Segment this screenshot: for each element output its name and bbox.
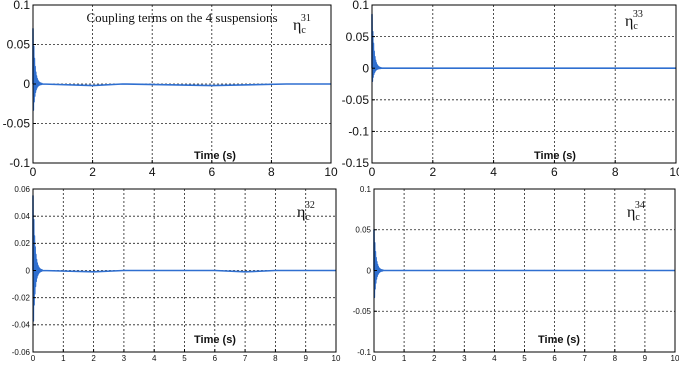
- y-tick-label: -0.1: [348, 125, 369, 139]
- x-tick-label: 3: [462, 354, 467, 363]
- series-label: ηc33: [625, 9, 643, 32]
- series-line-top-right: [371, 13, 676, 83]
- y-tick-label: -0.05: [353, 307, 372, 316]
- x-tick-label: 0: [372, 354, 377, 363]
- y-tick-label: 0.05: [355, 226, 371, 235]
- x-tick-label: 2: [432, 354, 437, 363]
- x-tick-label: 8: [273, 354, 278, 363]
- x-tick-label: 2: [91, 354, 96, 363]
- series-line-top-left: [32, 27, 331, 111]
- series-label: ηc32: [297, 200, 315, 223]
- y-tick-label: 0.1: [13, 0, 30, 12]
- x-tick-label: 8: [612, 165, 619, 179]
- x-axis-title: Time (s): [534, 150, 576, 162]
- y-tick-label: 0.1: [352, 0, 369, 12]
- x-tick-label: 6: [551, 165, 558, 179]
- x-tick-label: 9: [303, 354, 308, 363]
- y-tick-label: -0.1: [9, 156, 30, 170]
- y-tick-label: -0.05: [3, 117, 31, 131]
- y-tick-label: 0.1: [360, 185, 372, 194]
- y-tick-label: 0.06: [14, 185, 30, 194]
- y-tick-label: 0: [26, 266, 31, 275]
- x-tick-label: 7: [243, 354, 248, 363]
- series-line-bottom-left: [32, 194, 336, 322]
- x-tick-label: 2: [89, 165, 96, 179]
- series-label: ηc34: [627, 200, 645, 223]
- x-tick-label: 3: [122, 354, 127, 363]
- x-axis-title: Time (s): [538, 334, 580, 346]
- y-tick-label: 0: [367, 266, 372, 275]
- x-tick-label: 6: [208, 165, 215, 179]
- x-tick-label: 0: [31, 354, 36, 363]
- x-tick-label: 5: [522, 354, 527, 363]
- series-line-bottom-right: [373, 228, 675, 299]
- y-tick-label: -0.04: [12, 321, 31, 330]
- x-tick-label: 5: [182, 354, 187, 363]
- y-tick-label: 0.05: [7, 38, 31, 52]
- x-tick-label: 1: [402, 354, 407, 363]
- y-tick-label: -0.1: [357, 348, 371, 357]
- chart-panel-bottom-right: 0 1 2 3 4 5 6 7 8 9 10 0.1 0.05 0 -0.05 -0.1 Time (s) ηc3…: [353, 185, 679, 363]
- x-tick-label: 4: [152, 354, 157, 363]
- y-tick-label: -0.15: [342, 156, 370, 170]
- x-tick-label: 4: [492, 354, 497, 363]
- x-tick-label: 4: [490, 165, 497, 179]
- plot-area: [372, 5, 676, 163]
- y-tick-label: -0.05: [342, 93, 370, 107]
- x-tick-label: 7: [582, 354, 587, 363]
- chart-panel-bottom-left: 0 1 2 3 4 5 6 7 8 9 10 0.06 0.04 0.02 0 -0.02 -0.04 -0.06…: [12, 185, 341, 363]
- x-tick-label: 6: [552, 354, 557, 363]
- y-tick-label: 0.05: [346, 30, 370, 44]
- x-tick-label: 4: [149, 165, 156, 179]
- x-tick-label: 1: [61, 354, 66, 363]
- x-tick-label: 8: [613, 354, 618, 363]
- x-tick-label: 10: [324, 165, 338, 179]
- y-tick-label: 0.02: [14, 239, 30, 248]
- x-axis-title: Time (s): [194, 334, 236, 346]
- x-tick-label: 10: [669, 165, 679, 179]
- x-tick-label: 9: [643, 354, 648, 363]
- y-tick-label: 0: [23, 77, 30, 91]
- plot-frame: [371, 4, 677, 164]
- x-tick-label: 6: [213, 354, 218, 363]
- chart-panel-top-left: 0 2 4 6 8 10 0.1 0.05 0 -0.05 -0.1 Time (s) ηc31: [3, 0, 338, 179]
- y-tick-label: -0.02: [12, 293, 31, 302]
- x-tick-label: 0: [369, 165, 376, 179]
- y-tick-label: 0.04: [14, 212, 30, 221]
- x-tick-label: 0: [30, 165, 37, 179]
- x-tick-label: 8: [268, 165, 275, 179]
- x-tick-label: 10: [671, 354, 679, 363]
- x-axis-title: Time (s): [194, 150, 236, 162]
- x-tick-label: 10: [332, 354, 341, 363]
- x-tick-label: 2: [429, 165, 436, 179]
- figure-caption: Coupling terms on the 4 suspensions: [86, 10, 277, 25]
- y-tick-label: 0: [362, 61, 369, 75]
- y-tick-label: -0.06: [12, 348, 31, 357]
- chart-panel-top-right: 0 2 4 6 8 10 0.1 0.05 0 -0.05 -0.1 -0.15 Time (s) ηc3…: [342, 0, 679, 179]
- series-label: ηc31: [293, 13, 311, 36]
